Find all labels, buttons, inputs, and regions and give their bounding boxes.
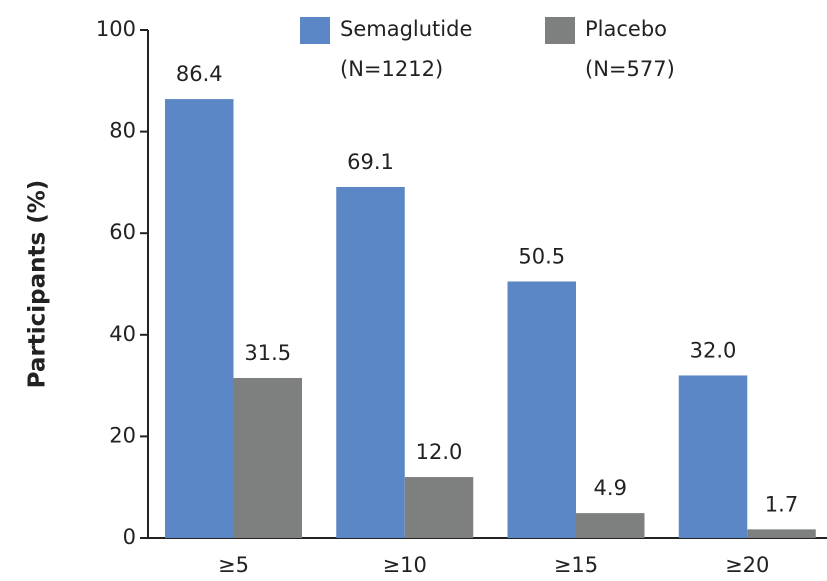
bar (404, 477, 474, 538)
y-axis-label: Participants (%) (25, 180, 51, 389)
value-label: 50.5 (518, 244, 565, 268)
value-label: 86.4 (176, 62, 223, 86)
y-tick-label: 20 (109, 423, 136, 447)
y-tick-label: 80 (109, 119, 136, 143)
value-label: 1.7 (765, 492, 798, 516)
y-tick-label: 40 (109, 322, 136, 346)
x-tick-label: ≥5 (218, 553, 249, 577)
x-tick-label: ≥10 (383, 553, 427, 577)
legend-label: Semaglutide (340, 17, 472, 41)
legend-note: (N=577) (585, 57, 675, 81)
bar (336, 186, 405, 539)
bar (678, 375, 748, 538)
legend-swatch (545, 17, 575, 44)
value-label: 31.5 (244, 341, 291, 365)
bar (747, 529, 816, 538)
value-label: 4.9 (594, 476, 627, 500)
bar (165, 99, 234, 538)
bar (576, 513, 645, 538)
legend-note: (N=1212) (340, 57, 443, 81)
bar (233, 377, 302, 538)
bar (507, 281, 576, 538)
x-tick-label: ≥15 (554, 553, 598, 577)
value-label: 32.0 (690, 338, 737, 362)
y-tick-label: 100 (96, 17, 136, 41)
value-label: 12.0 (416, 440, 463, 464)
y-tick-label: 0 (123, 525, 136, 549)
legend-label: Placebo (585, 17, 667, 41)
legend-swatch (300, 17, 330, 44)
y-tick-label: 60 (109, 220, 136, 244)
x-tick-label: ≥20 (725, 553, 769, 577)
value-label: 69.1 (347, 150, 394, 174)
